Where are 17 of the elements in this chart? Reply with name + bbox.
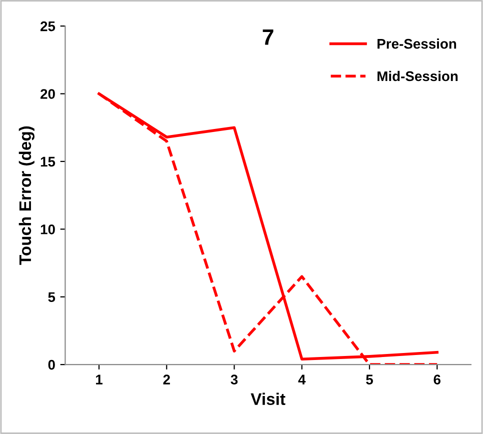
chart-title: 7 bbox=[262, 30, 274, 45]
x-tick-label: 3 bbox=[230, 374, 238, 385]
y-tick-label: 15 bbox=[40, 156, 56, 167]
y-tick-label: 5 bbox=[48, 292, 56, 302]
x-tick-label: 4 bbox=[298, 374, 306, 384]
x-axis-title: Visit bbox=[250, 392, 286, 406]
y-tick-label: 10 bbox=[40, 224, 55, 234]
y-tick-label: 20 bbox=[40, 89, 55, 99]
y-tick-label: 25 bbox=[40, 21, 56, 32]
x-tick-label: 2 bbox=[163, 374, 170, 384]
legend-label: Pre-Session bbox=[378, 38, 456, 49]
y-axis-title: Touch Error (deg) bbox=[18, 126, 34, 265]
y-tick-label: 0 bbox=[48, 360, 55, 370]
x-tick-label: 1 bbox=[96, 374, 102, 384]
x-tick-label: 6 bbox=[434, 374, 440, 384]
x-tick-label: 5 bbox=[366, 374, 373, 384]
legend-label: Mid-Session bbox=[378, 70, 458, 82]
